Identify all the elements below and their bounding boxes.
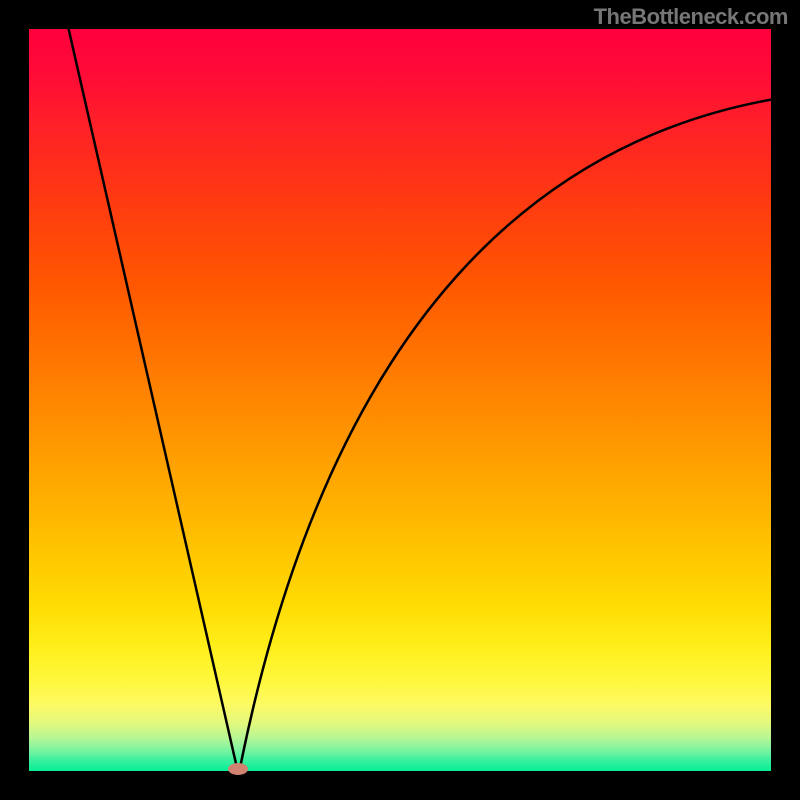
chart-container: TheBottleneck.com [0, 0, 800, 800]
bottleneck-chart [0, 0, 800, 800]
watermark-text: TheBottleneck.com [594, 4, 788, 30]
bottleneck-marker [228, 763, 248, 775]
chart-background [29, 29, 771, 771]
